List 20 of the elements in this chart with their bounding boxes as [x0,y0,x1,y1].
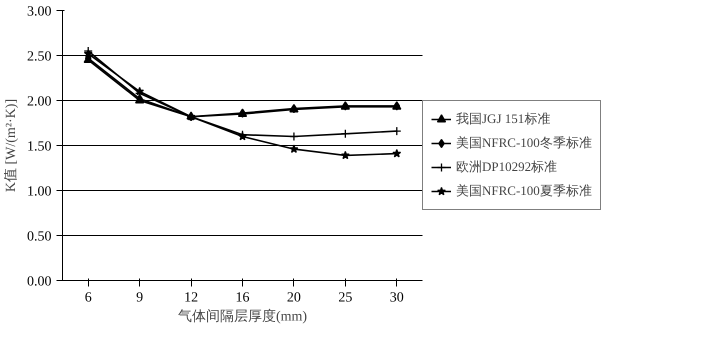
x-tick-label: 25 [338,290,352,306]
legend-label: 美国NFRC-100冬季标准 [456,134,592,152]
x-tick-label: 30 [390,290,404,306]
y-tick-label: 1.50 [27,140,52,154]
y-tick-label: 3.00 [27,4,52,20]
y-tick-label: 2.50 [27,50,52,64]
x-axis-title: 气体间隔层厚度(mm) [178,308,308,324]
y-tick-label: 0.00 [27,274,52,290]
y-axis-title: K值 [W/(m²·K)] [3,98,19,192]
legend-label: 我国JGJ 151标准 [456,110,550,128]
x-tick-label: 16 [236,290,250,306]
x-tick-label: 12 [184,290,198,306]
legend-label: 美国NFRC-100夏季标准 [456,182,592,200]
y-tick-label: 1.00 [27,184,52,200]
y-tick-label: 2.00 [27,94,52,110]
x-tick-label: 20 [286,290,301,306]
y-tick-label: 0.50 [27,230,52,244]
x-tick-label: 6 [84,290,92,306]
x-tick-label: 9 [136,290,144,306]
legend-label: 欧洲DP10292标准 [456,158,558,176]
